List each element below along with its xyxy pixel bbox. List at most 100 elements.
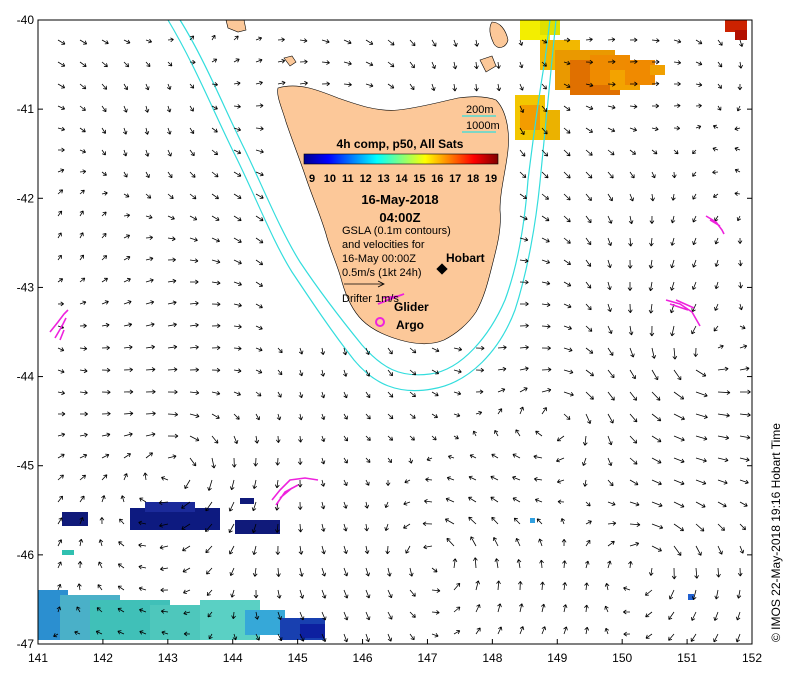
velocity-arrow	[387, 611, 393, 620]
velocity-arrow	[623, 631, 631, 637]
velocity-arrow	[298, 523, 303, 533]
velocity-arrow	[519, 237, 529, 242]
velocity-arrow	[422, 521, 433, 527]
velocity-arrow	[563, 347, 573, 352]
velocity-arrow	[79, 232, 84, 239]
velocity-arrow	[712, 169, 719, 175]
velocity-arrow	[101, 39, 109, 45]
y-tick-label: -41	[17, 102, 35, 116]
velocity-arrow	[320, 347, 326, 355]
velocity-arrow	[717, 366, 729, 372]
velocity-arrow	[673, 369, 682, 381]
x-tick-label: 152	[742, 651, 762, 665]
velocity-arrow	[403, 501, 411, 506]
velocity-arrow	[627, 259, 633, 269]
contour-1000m	[167, 19, 557, 392]
velocity-arrow	[275, 523, 280, 533]
velocity-arrow	[251, 523, 257, 534]
velocity-arrow	[673, 545, 682, 556]
velocity-arrow	[714, 259, 720, 267]
velocity-arrow	[668, 589, 675, 600]
velocity-arrow	[343, 61, 352, 66]
velocity-arrow	[563, 37, 571, 43]
velocity-arrow	[604, 583, 610, 591]
velocity-arrow	[343, 435, 348, 442]
velocity-arrow	[207, 479, 213, 491]
velocity-arrow	[387, 633, 393, 642]
velocity-arrow	[563, 281, 572, 287]
velocity-arrow	[585, 171, 593, 179]
velocity-arrow	[717, 61, 723, 68]
velocity-arrow	[189, 413, 200, 419]
velocity-arrow	[585, 347, 594, 354]
velocity-arrow	[453, 435, 459, 440]
y-tick-label: -45	[17, 459, 35, 473]
velocity-arrow	[519, 387, 528, 393]
velocity-arrow	[321, 523, 326, 532]
velocity-arrow	[470, 536, 477, 547]
velocity-arrow	[321, 567, 327, 577]
velocity-arrow	[409, 347, 417, 354]
velocity-arrow	[139, 630, 147, 635]
velocity-arrow	[651, 38, 660, 43]
velocity-arrow	[712, 147, 719, 152]
velocity-arrow	[607, 127, 616, 133]
velocity-arrow	[628, 237, 633, 247]
velocity-arrow	[739, 39, 744, 47]
velocity-arrow	[167, 193, 174, 199]
velocity-arrow	[277, 633, 283, 642]
velocity-arrow	[364, 501, 370, 509]
velocity-arrow	[584, 626, 590, 635]
velocity-arrow	[321, 633, 327, 643]
velocity-arrow	[299, 611, 305, 621]
velocity-arrow	[123, 473, 128, 481]
tasmania-landmass	[277, 85, 509, 345]
velocity-arrow	[320, 413, 326, 421]
velocity-arrow	[253, 457, 259, 467]
velocity-arrow	[255, 149, 264, 154]
velocity-arrow	[717, 501, 727, 508]
velocity-arrow	[167, 433, 179, 439]
velocity-arrow	[607, 347, 614, 356]
velocity-arrow	[628, 325, 634, 336]
velocity-arrow	[475, 627, 481, 635]
velocity-arrow	[57, 83, 66, 89]
velocity-arrow	[541, 215, 550, 222]
velocity-arrow	[167, 61, 173, 67]
velocity-arrow	[584, 604, 589, 613]
velocity-arrow	[145, 344, 155, 350]
velocity-arrow	[431, 567, 438, 573]
velocity-arrow	[673, 39, 682, 44]
colorbar-tick-label: 17	[449, 173, 461, 185]
velocity-arrow	[651, 435, 662, 443]
velocity-arrow	[629, 413, 638, 423]
velocity-arrow	[233, 281, 242, 286]
velocity-arrow	[541, 127, 548, 135]
velocity-arrow	[57, 432, 66, 438]
drifter-tracks	[49, 215, 725, 506]
hobart-label: Hobart	[446, 251, 485, 265]
velocity-arrow	[101, 495, 106, 503]
velocity-arrow	[365, 633, 370, 643]
velocity-arrow	[233, 58, 240, 63]
velocity-arrow	[189, 193, 197, 200]
velocity-arrow	[276, 589, 282, 599]
velocity-arrow	[691, 589, 697, 600]
velocity-arrow	[101, 411, 111, 417]
velocity-arrow	[79, 189, 85, 195]
velocity-arrow	[517, 581, 523, 591]
velocity-arrow	[342, 347, 348, 356]
velocity-arrow	[409, 61, 415, 69]
velocity-arrow	[651, 81, 660, 87]
velocity-arrow	[739, 366, 750, 371]
velocity-arrow	[629, 501, 640, 507]
flinders-island	[489, 21, 509, 48]
y-tick-label: -40	[17, 13, 35, 27]
velocity-arrow	[254, 435, 260, 444]
velocity-arrow	[453, 606, 461, 613]
velocity-arrow	[255, 303, 263, 309]
velocity-arrow	[645, 633, 653, 639]
velocity-arrow	[408, 457, 413, 464]
velocity-arrow	[189, 344, 199, 350]
velocity-arrow	[692, 171, 697, 177]
